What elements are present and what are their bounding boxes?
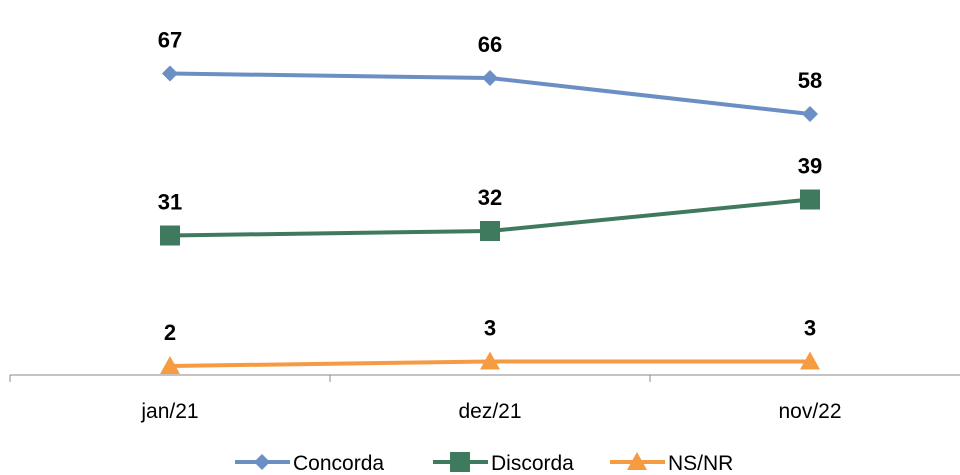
legend-item-ns-nr: NS/NR [610,452,733,475]
legend-marker [450,452,470,472]
data-point [160,225,180,246]
data-point [802,106,818,122]
data-label: 32 [478,185,502,210]
data-point [482,70,498,86]
data-point [800,351,820,370]
data-label: 2 [164,320,176,345]
data-point [480,221,500,241]
data-point [800,189,820,210]
legend-label: Concorda [293,452,384,475]
data-label: 58 [798,68,822,93]
x-tick-label: nov/22 [778,400,841,423]
data-point [162,65,178,82]
data-point [160,356,180,374]
data-label: 67 [158,28,182,53]
data-label: 31 [158,190,182,215]
data-labels: 67 66 58 31 32 39 2 3 3 [158,28,822,346]
legend-label: NS/NR [668,452,733,475]
x-tick-label: jan/21 [140,400,198,423]
x-axis: jan/21 dez/21 nov/22 [9,374,960,423]
legend-label: Discorda [491,452,574,475]
legend-marker [254,454,270,470]
legend: Concorda Discorda NS/NR [235,452,733,475]
legend-item-concorda: Concorda [235,452,384,475]
data-label: 3 [484,316,496,341]
data-label: 66 [478,32,502,57]
data-point [480,351,500,370]
plot-area [160,65,820,374]
data-label: 3 [804,316,816,341]
data-label: 39 [798,154,822,179]
x-tick-label: dez/21 [458,400,521,423]
legend-item-discorda: Discorda [433,452,574,475]
legend-marker [627,452,647,470]
